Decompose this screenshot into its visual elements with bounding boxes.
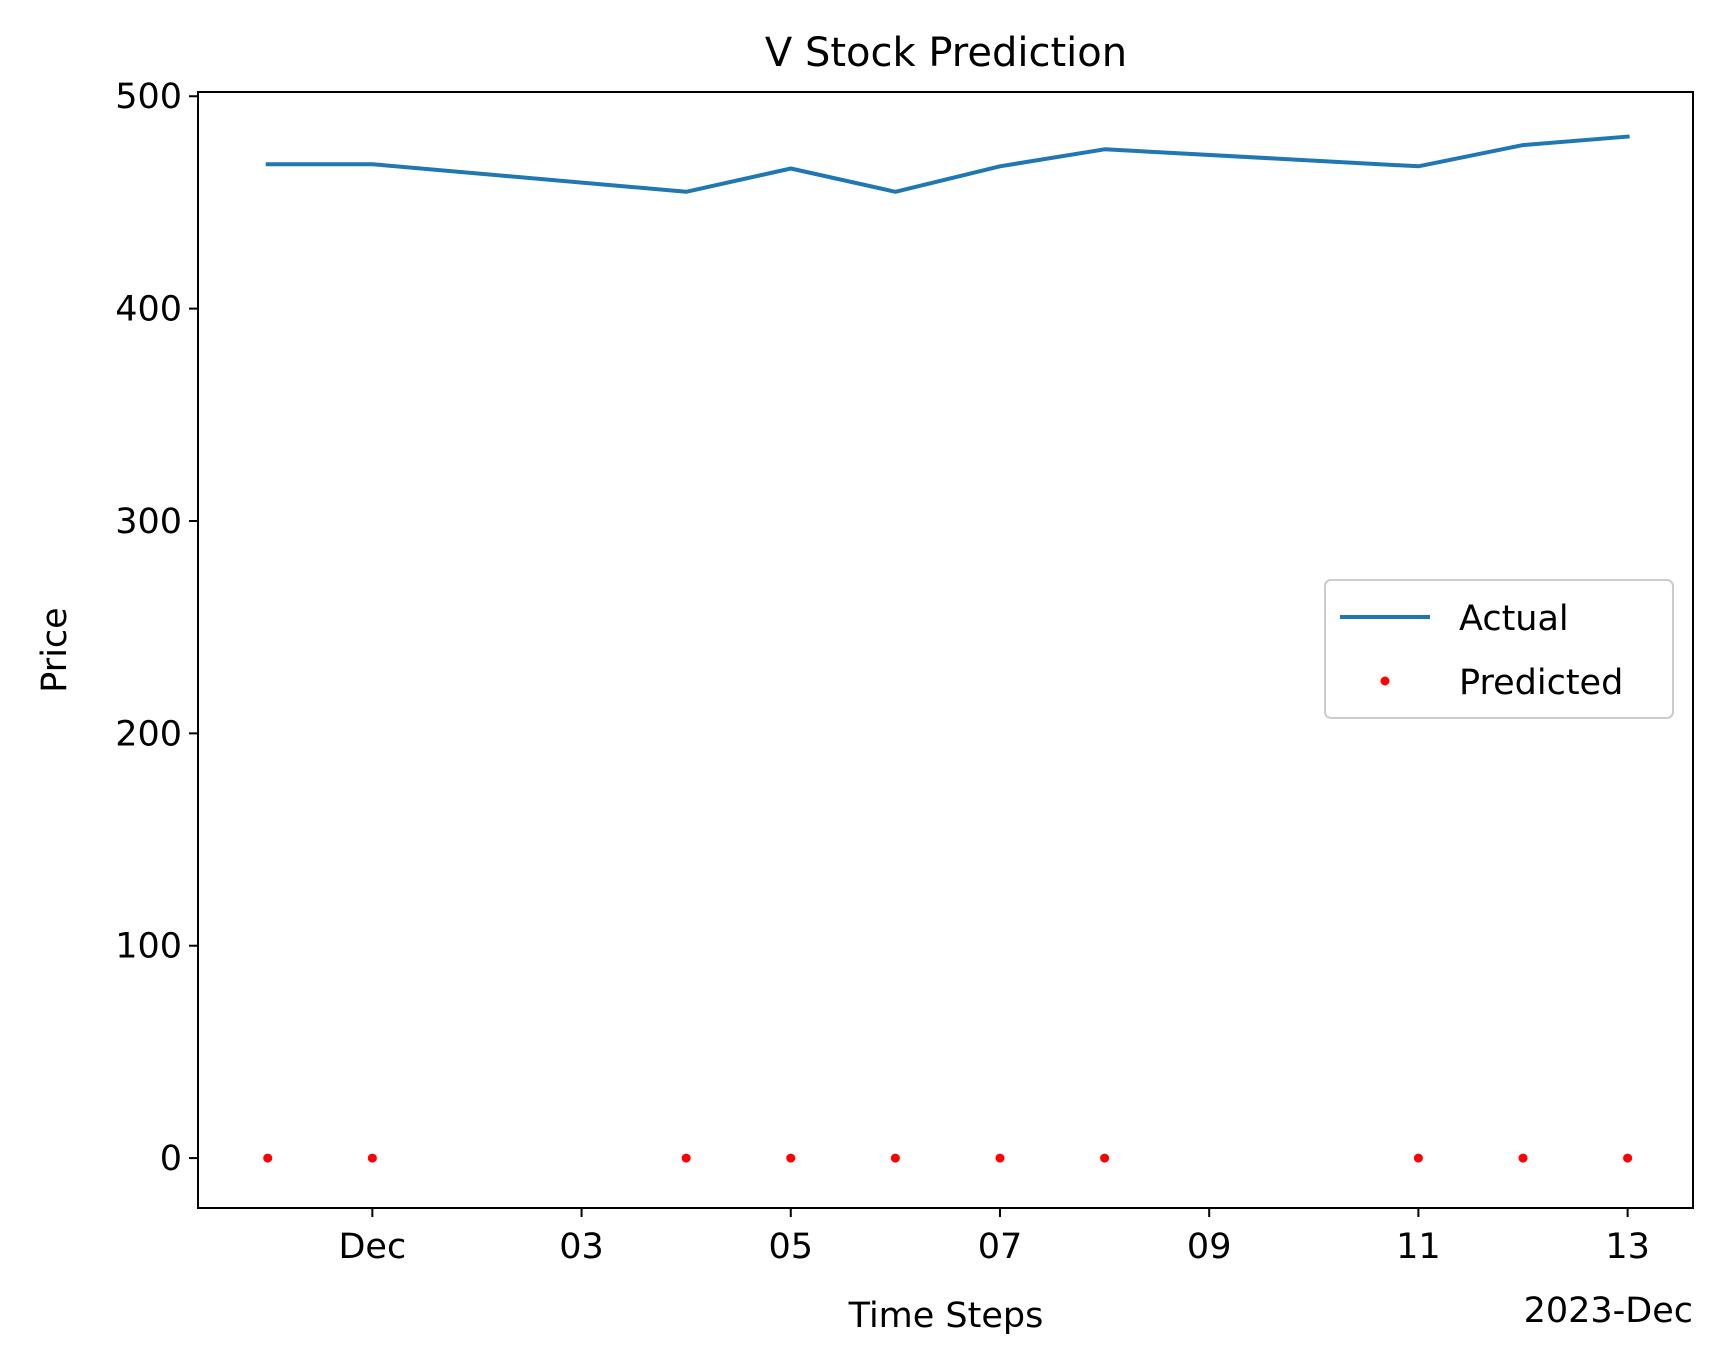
x-tick-label: 05 [768, 1227, 813, 1267]
predicted-point [263, 1153, 273, 1163]
predicted-point [1518, 1153, 1528, 1163]
predicted-point [1623, 1153, 1633, 1163]
predicted-point [786, 1153, 796, 1163]
y-axis-ticks: 0 100 200 300 400 500 [115, 77, 198, 1179]
x-axis-ticks: Dec 03 05 07 09 11 13 [338, 1208, 1650, 1267]
chart-title: V Stock Prediction [765, 30, 1127, 76]
x-axis-offset-label: 2023-Dec [1524, 1291, 1693, 1331]
y-tick-label: 300 [115, 502, 182, 542]
y-axis-label: Price [35, 607, 75, 692]
legend: Actual Predicted [1324, 579, 1674, 719]
x-tick-label: 03 [559, 1227, 604, 1267]
x-tick-label: 13 [1605, 1227, 1650, 1267]
x-tick-label: 07 [978, 1227, 1023, 1267]
y-tick-label: 0 [160, 1139, 182, 1179]
predicted-point [1100, 1153, 1110, 1163]
predicted-point [890, 1153, 900, 1163]
y-tick-label: 100 [115, 927, 182, 967]
y-tick-label: 500 [115, 77, 182, 117]
series-predicted-points [263, 1153, 1633, 1163]
x-tick-label: Dec [338, 1227, 406, 1267]
plot-frame [197, 91, 1694, 1209]
predicted-point [1413, 1153, 1423, 1163]
predicted-point [995, 1153, 1005, 1163]
legend-actual-label: Actual [1459, 599, 1569, 639]
predicted-point [681, 1153, 691, 1163]
legend-box [1324, 579, 1674, 719]
y-tick-label: 400 [115, 290, 182, 330]
y-tick-label: 200 [115, 714, 182, 754]
x-tick-label: 09 [1187, 1227, 1232, 1267]
x-tick-label: 11 [1396, 1227, 1441, 1267]
legend-predicted-swatch [1380, 676, 1390, 686]
legend-predicted-label: Predicted [1459, 663, 1623, 703]
series-actual-line [265, 134, 1630, 194]
predicted-point [367, 1153, 377, 1163]
x-axis-label: Time Steps [848, 1296, 1044, 1336]
